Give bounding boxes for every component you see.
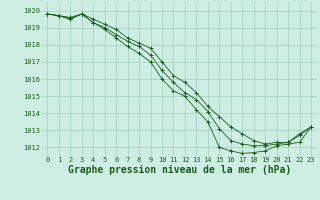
X-axis label: Graphe pression niveau de la mer (hPa): Graphe pression niveau de la mer (hPa) xyxy=(68,165,291,175)
